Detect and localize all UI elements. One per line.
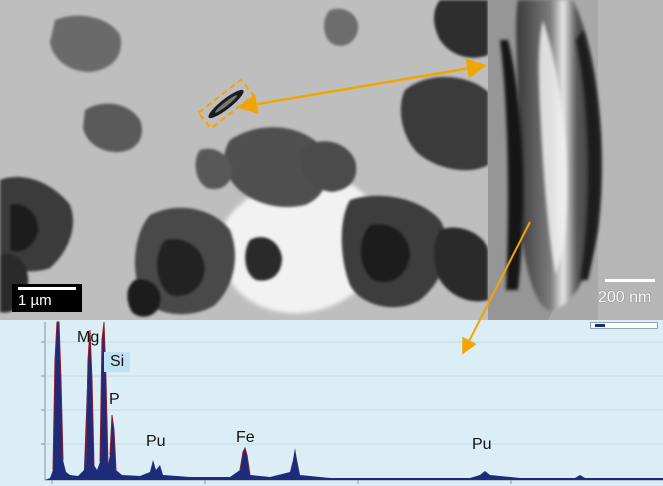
spectrum-area [45, 322, 663, 480]
peak-label-pu-1: Pu [146, 433, 166, 450]
peak-label-si: Si [104, 352, 131, 372]
eds-spectrum-graphic [41, 321, 663, 484]
tem-zoom-scale-label: 200 nm [598, 289, 652, 306]
spectrum-legend [590, 322, 658, 329]
peak-label-pu-2: Pu [472, 436, 492, 453]
spectrum-legend-swatch [595, 324, 605, 327]
tem-zoom-image: 200 nm [488, 0, 663, 320]
peak-label-mg: Mg [77, 329, 100, 346]
peak-label-p: P [109, 391, 120, 408]
tem-overview-image: 1 µm [0, 0, 488, 320]
tem-overview-graphic [0, 0, 488, 320]
scalebar-line [18, 287, 76, 290]
eds-spectrum: Mg Si P Pu Fe Pu [0, 320, 663, 486]
peak-label-fe: Fe [236, 429, 255, 446]
tem-zoom-graphic [488, 0, 663, 320]
tem-zoom-scalebar [605, 279, 655, 282]
tem-overview-scale-label: 1 µm [18, 292, 52, 309]
tem-overview-scalebar: 1 µm [12, 284, 82, 312]
